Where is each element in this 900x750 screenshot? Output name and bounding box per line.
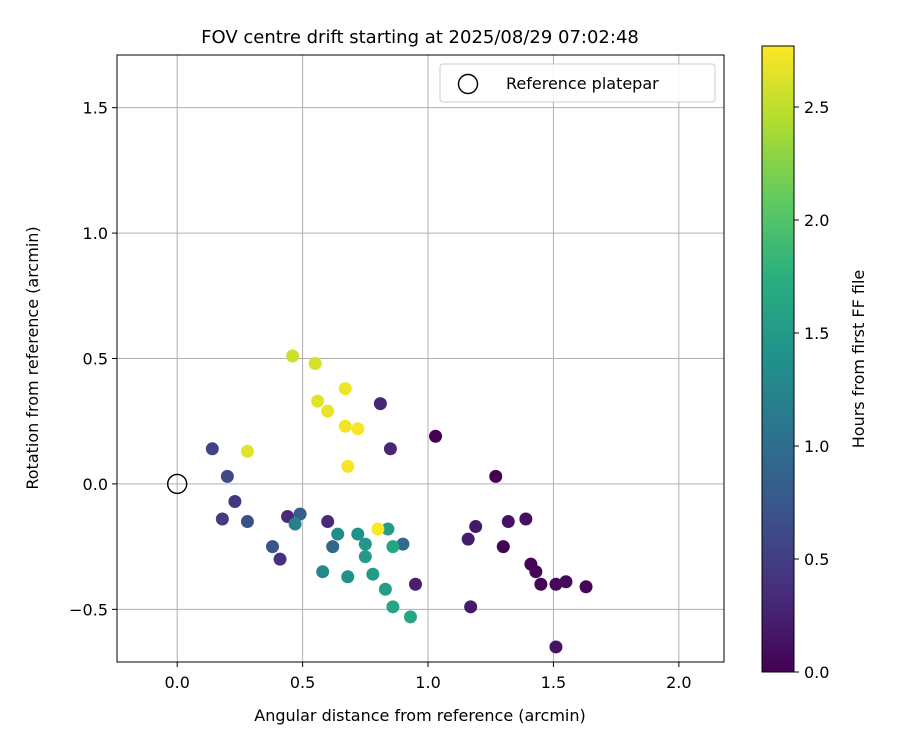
data-point (358, 550, 372, 564)
data-point (240, 515, 254, 529)
data-point (273, 552, 287, 566)
legend-entry-reference-platepar: Reference platepar (506, 74, 659, 93)
data-point (240, 444, 254, 458)
data-point (429, 429, 443, 443)
data-point (316, 565, 330, 579)
colorbar-tick-label: 2.5 (804, 98, 829, 117)
data-point (288, 517, 302, 531)
y-axis-label: Rotation from reference (arcmin) (23, 226, 42, 489)
data-point (326, 540, 340, 554)
data-point (519, 512, 533, 526)
data-point (341, 570, 355, 584)
data-point (366, 567, 380, 581)
legend-box (439, 63, 716, 103)
data-points (205, 349, 593, 654)
data-point (378, 582, 392, 596)
data-point (266, 540, 280, 554)
data-point (464, 600, 478, 614)
data-point (381, 522, 395, 536)
x-tick-label: 2.0 (666, 673, 691, 692)
data-point (383, 442, 397, 456)
data-point (338, 419, 352, 433)
colorbar-tick-label: 2.0 (804, 211, 829, 230)
chart-title: FOV centre drift starting at 2025/08/29 … (201, 27, 639, 48)
data-point (215, 512, 229, 526)
x-tick-label: 0.0 (164, 673, 189, 692)
y-axis-ticks: −0.5 0.0 0.5 1.0 1.5 (69, 99, 117, 619)
data-point (496, 540, 510, 554)
data-point (321, 515, 335, 529)
data-point (308, 357, 322, 371)
data-point (489, 469, 503, 483)
y-tick-label: 1.0 (83, 224, 108, 243)
x-tick-label: 1.5 (541, 673, 566, 692)
x-axis-label: Angular distance from reference (arcmin) (254, 706, 585, 725)
data-point (358, 537, 372, 551)
colorbar-tick-label: 0.5 (804, 550, 829, 569)
data-point (559, 575, 573, 589)
colorbar-tick-label: 1.5 (804, 324, 829, 343)
data-point (338, 382, 352, 396)
data-point (286, 349, 300, 363)
data-point (373, 397, 387, 411)
data-point (311, 394, 325, 408)
data-point (341, 459, 355, 473)
data-point (549, 640, 563, 654)
colorbar-ticks: 0.0 0.5 1.0 1.5 2.0 2.5 (794, 98, 829, 682)
data-point (321, 404, 335, 418)
data-point (501, 515, 515, 529)
data-point (579, 580, 593, 594)
colorbar-tick-label: 1.0 (804, 437, 829, 456)
legend-reference-marker-icon (457, 73, 479, 95)
data-point (386, 540, 400, 554)
x-tick-label: 0.5 (290, 673, 315, 692)
colorbar-tick-label: 0.0 (804, 663, 829, 682)
data-point (469, 520, 483, 534)
data-point (386, 600, 400, 614)
data-point (293, 507, 307, 521)
data-point (371, 522, 385, 536)
data-point (408, 577, 422, 591)
data-point (534, 577, 548, 591)
y-tick-label: 0.5 (83, 350, 108, 369)
x-axis-ticks: 0.0 0.5 1.0 1.5 2.0 (164, 662, 692, 692)
y-tick-label: 0.0 (83, 475, 108, 494)
y-tick-label: 1.5 (83, 99, 108, 118)
y-tick-label: −0.5 (69, 600, 108, 619)
data-point (351, 527, 365, 541)
data-point (549, 577, 563, 591)
data-point (351, 422, 365, 436)
data-point (205, 442, 219, 456)
data-point (396, 537, 410, 551)
data-point (331, 527, 345, 541)
colorbar-label: Hours from first FF file (849, 270, 868, 449)
data-point (228, 494, 242, 508)
data-point (220, 469, 234, 483)
data-point (403, 610, 417, 624)
colorbar (761, 45, 795, 673)
data-point (461, 532, 475, 546)
legend: Reference platepar (439, 63, 716, 103)
data-point (529, 565, 543, 579)
reference-platepar-marker (166, 473, 188, 495)
x-tick-label: 1.0 (415, 673, 440, 692)
grid-lines (117, 55, 724, 662)
